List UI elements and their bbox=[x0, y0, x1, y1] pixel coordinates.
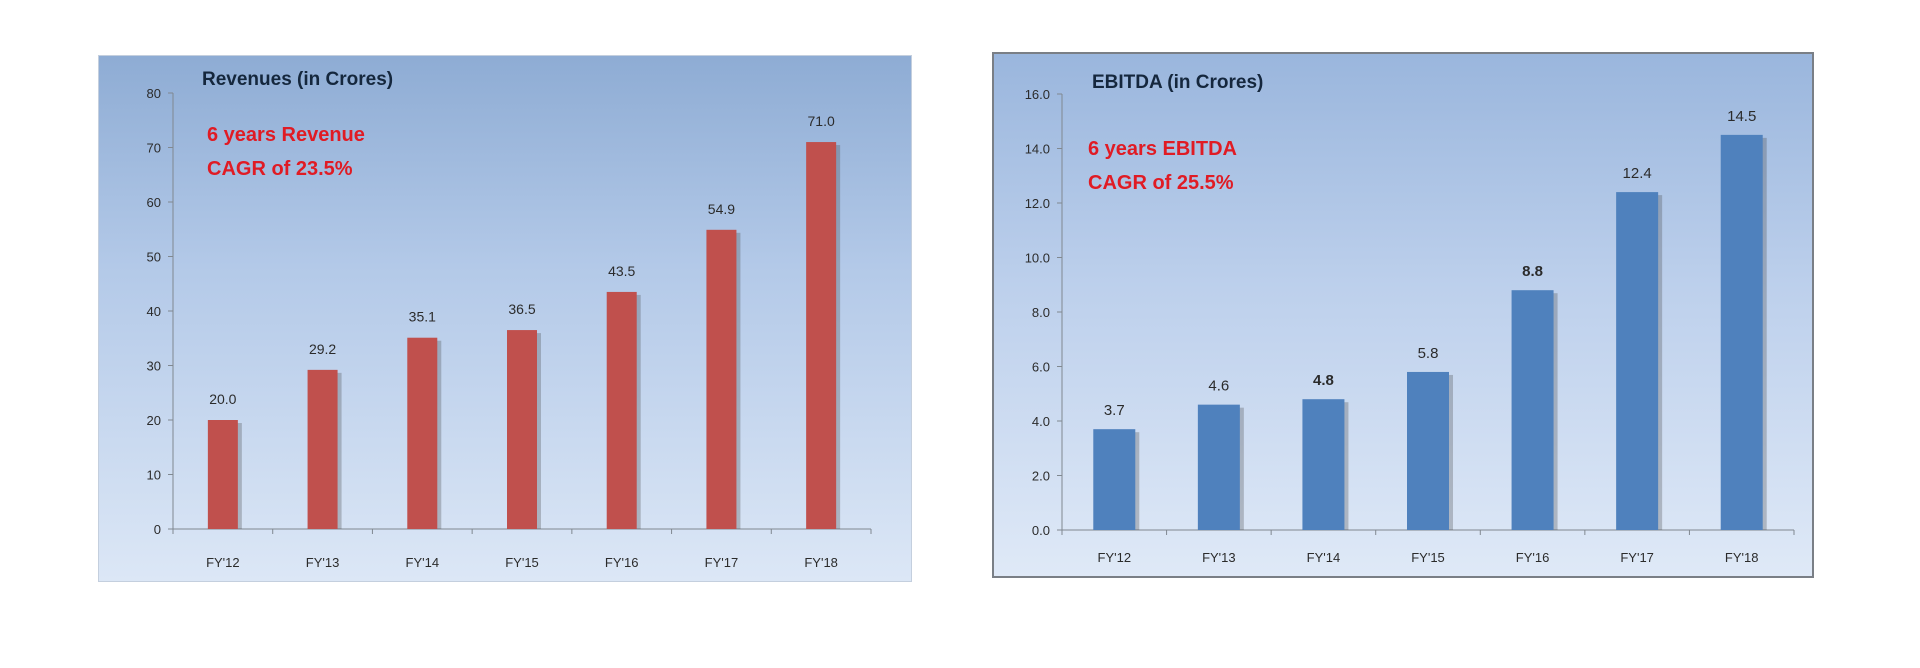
revenue-category-label: FY'15 bbox=[505, 555, 539, 570]
revenue-y-tick-label: 60 bbox=[147, 195, 161, 210]
revenue-data-label: 36.5 bbox=[508, 301, 535, 317]
ebitda-cagr-line-2: CAGR of 25.5% bbox=[1088, 172, 1234, 194]
revenue-category-label: FY'16 bbox=[605, 555, 639, 570]
revenue-data-label: 35.1 bbox=[409, 309, 436, 325]
revenue-bar bbox=[507, 330, 537, 529]
ebitda-y-tick-label: 10.0 bbox=[1025, 251, 1050, 266]
revenue-data-label: 29.2 bbox=[309, 341, 336, 357]
ebitda-data-label: 3.7 bbox=[1104, 402, 1125, 419]
ebitda-bar bbox=[1407, 371, 1449, 530]
ebitda-data-label: 8.8 bbox=[1522, 263, 1543, 280]
ebitda-category-label: FY'12 bbox=[1098, 550, 1132, 565]
ebitda-category-label: FY'17 bbox=[1620, 550, 1654, 565]
ebitda-y-tick-label: 12.0 bbox=[1025, 196, 1050, 211]
revenue-y-tick-label: 70 bbox=[147, 141, 161, 156]
revenue-data-label: 71.0 bbox=[808, 113, 835, 129]
revenue-chart-panel: 0 10 20 30 40 50 60 70 80 20.0 FY'12 29.2 FY'13 35.1 F… bbox=[98, 55, 912, 582]
ebitda-category-label: FY'14 bbox=[1307, 550, 1341, 565]
revenue-y-tick-label: 30 bbox=[147, 359, 161, 374]
revenue-bar bbox=[307, 369, 338, 529]
revenue-category-label: FY'12 bbox=[206, 555, 240, 570]
revenue-bar bbox=[407, 337, 438, 529]
revenue-bar bbox=[806, 142, 837, 530]
ebitda-bar bbox=[1511, 290, 1554, 530]
ebitda-bar bbox=[1720, 134, 1763, 530]
revenue-category-label: FY'17 bbox=[705, 555, 739, 570]
revenue-y-tick-label: 80 bbox=[147, 86, 161, 101]
ebitda-y-tick-label: 2.0 bbox=[1032, 469, 1050, 484]
ebitda-category-label: FY'16 bbox=[1516, 550, 1550, 565]
ebitda-chart: 0.0 2.0 4.0 6.0 8.0 10.0 12.0 14.0 16.0 3.7 FY'12 4… bbox=[1025, 87, 1795, 565]
ebitda-category-label: FY'18 bbox=[1725, 550, 1759, 565]
revenue-cagr-line-2: CAGR of 23.5% bbox=[207, 158, 353, 180]
ebitda-y-tick-label: 4.0 bbox=[1032, 414, 1050, 429]
revenue-bar bbox=[606, 291, 637, 529]
ebitda-bar bbox=[1093, 429, 1136, 530]
revenue-category-label: FY'18 bbox=[804, 555, 838, 570]
ebitda-data-label: 4.6 bbox=[1208, 378, 1229, 395]
revenue-data-label: 43.5 bbox=[608, 263, 635, 279]
ebitda-data-label: 4.8 bbox=[1313, 372, 1334, 389]
revenue-y-tick-label: 20 bbox=[147, 413, 161, 428]
ebitda-data-label: 5.8 bbox=[1418, 345, 1439, 362]
revenue-bar bbox=[207, 420, 238, 529]
ebitda-data-label: 12.4 bbox=[1623, 165, 1652, 182]
ebitda-cagr-annotation: 6 years EBITDA CAGR of 25.5% bbox=[1088, 132, 1237, 200]
ebitda-category-label: FY'15 bbox=[1411, 550, 1445, 565]
revenue-category-label: FY'13 bbox=[306, 555, 340, 570]
ebitda-y-tick-label: 0.0 bbox=[1032, 523, 1050, 538]
revenue-data-label: 54.9 bbox=[708, 201, 735, 217]
revenue-data-label: 20.0 bbox=[209, 391, 236, 407]
ebitda-chart-title: EBITDA (in Crores) bbox=[1092, 72, 1264, 93]
ebitda-y-tick-label: 16.0 bbox=[1025, 87, 1050, 102]
revenue-bar bbox=[706, 229, 737, 530]
ebitda-chart-panel: 0.0 2.0 4.0 6.0 8.0 10.0 12.0 14.0 16.0 3.7 FY'12 4… bbox=[992, 52, 1814, 578]
ebitda-category-label: FY'13 bbox=[1202, 550, 1236, 565]
ebitda-bar bbox=[1302, 399, 1345, 530]
revenue-y-tick-label: 0 bbox=[154, 522, 161, 537]
ebitda-cagr-line-1: 6 years EBITDA bbox=[1088, 138, 1237, 160]
ebitda-y-tick-label: 8.0 bbox=[1032, 305, 1050, 320]
ebitda-y-tick-label: 14.0 bbox=[1025, 142, 1050, 157]
ebitda-data-label: 14.5 bbox=[1727, 108, 1756, 125]
ebitda-bar bbox=[1616, 192, 1659, 530]
revenue-y-tick-label: 10 bbox=[147, 468, 161, 483]
revenue-chart: 0 10 20 30 40 50 60 70 80 20.0 FY'12 29.2 FY'13 35.1 F… bbox=[147, 86, 872, 570]
revenue-y-tick-label: 50 bbox=[147, 250, 161, 265]
revenue-category-label: FY'14 bbox=[406, 555, 440, 570]
ebitda-y-tick-label: 6.0 bbox=[1032, 360, 1050, 375]
revenue-y-tick-label: 40 bbox=[147, 304, 161, 319]
ebitda-bar bbox=[1197, 404, 1240, 530]
revenue-cagr-line-1: 6 years Revenue bbox=[207, 124, 365, 146]
revenue-chart-title: Revenues (in Crores) bbox=[202, 69, 394, 90]
revenue-cagr-annotation: 6 years Revenue CAGR of 23.5% bbox=[207, 118, 365, 186]
